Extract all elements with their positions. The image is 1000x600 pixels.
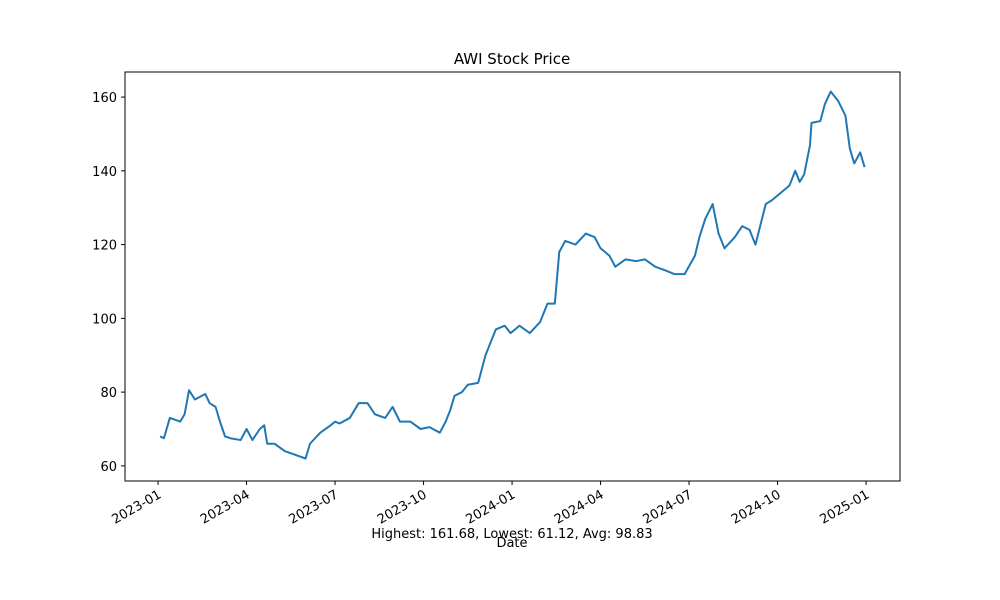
x-tick-label: 2023-07 [286, 487, 341, 527]
x-tick-label: 2025-01 [818, 487, 873, 527]
x-tick-label: 2023-10 [375, 487, 430, 527]
x-axis-label: Date [496, 536, 527, 551]
x-tick-label: 2024-10 [729, 487, 784, 527]
annotation: Highest: 161.68, Lowest: 61.12, Avg: 98.… [371, 527, 652, 542]
x-tick-label: 2023-01 [109, 487, 164, 527]
x-tick-label: 2024-01 [464, 487, 519, 527]
y-tick-label: 100 [92, 312, 117, 327]
y-tick-label: 80 [100, 386, 117, 401]
y-tick-label: 160 [92, 91, 117, 106]
y-tick-label: 140 [92, 165, 117, 180]
x-tick-label: 2024-07 [641, 487, 696, 527]
x-tick-label: 2024-04 [552, 487, 607, 527]
price-line [159, 90, 866, 460]
plot-frame [124, 71, 901, 482]
chart-title: AWI Stock Price [454, 50, 570, 68]
x-tick-label: 2023-04 [198, 487, 253, 527]
y-tick-label: 60 [100, 460, 117, 475]
y-tick-label: 120 [92, 239, 117, 254]
